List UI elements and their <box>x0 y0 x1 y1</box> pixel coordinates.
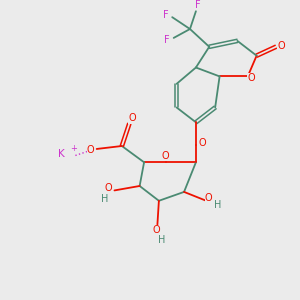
Text: +: + <box>70 144 77 153</box>
Text: O: O <box>199 138 206 148</box>
Text: O: O <box>153 225 160 235</box>
Text: O: O <box>128 113 136 124</box>
Text: F: F <box>195 0 200 10</box>
Text: O: O <box>278 41 285 51</box>
Text: F: F <box>164 35 170 45</box>
Text: O: O <box>104 183 112 193</box>
Text: H: H <box>158 235 166 245</box>
Text: H: H <box>101 194 109 204</box>
Text: K: K <box>58 149 65 159</box>
Text: F: F <box>164 11 169 20</box>
Text: O: O <box>87 145 94 154</box>
Text: O: O <box>205 194 212 203</box>
Text: H: H <box>214 200 222 210</box>
Text: O: O <box>162 152 169 161</box>
Text: O: O <box>248 73 255 83</box>
